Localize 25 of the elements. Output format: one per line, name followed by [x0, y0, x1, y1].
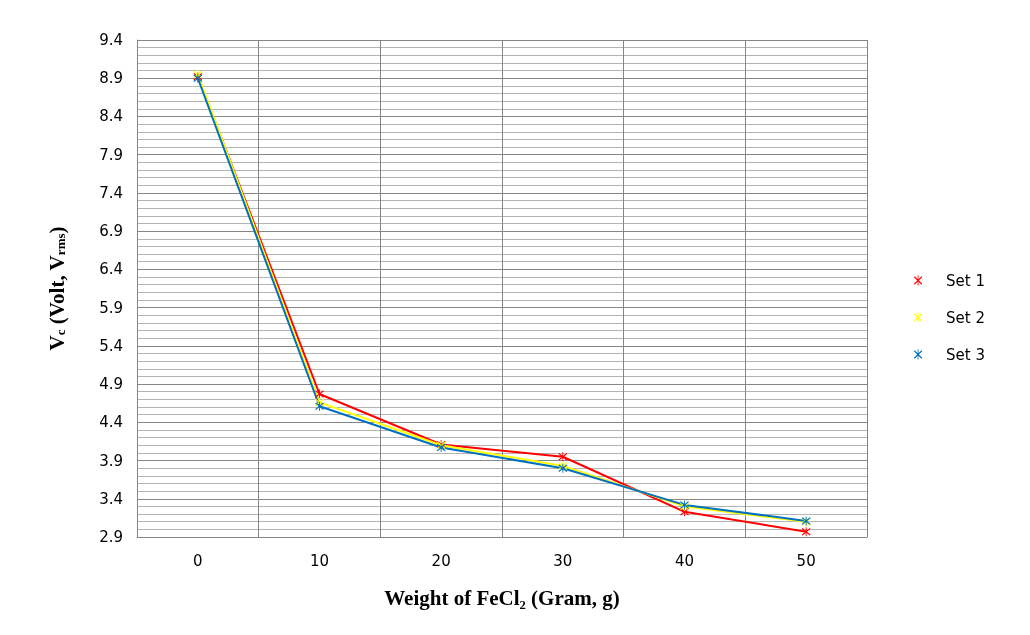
x-tick-label: 20 — [431, 551, 451, 570]
y-tick-label: 8.9 — [99, 69, 123, 88]
y-tick-label: 4.9 — [99, 375, 123, 394]
legend-label: Set 1 — [946, 271, 986, 290]
y-tick-label: 2.9 — [99, 528, 123, 546]
y-tick-label: 7.9 — [99, 145, 123, 164]
y-tick-label: 3.4 — [99, 489, 123, 508]
x-tick-label: 10 — [309, 551, 330, 570]
y-tick-label: 5.4 — [99, 336, 123, 355]
x-tick-label: 30 — [553, 551, 573, 570]
y-tick-label: 7.4 — [99, 183, 123, 202]
y-tick-label: 9.4 — [99, 31, 123, 49]
legend-label: Set 3 — [946, 345, 986, 364]
y-tick-label: 5.9 — [99, 298, 123, 317]
legend-label: Set 2 — [946, 308, 986, 327]
x-tick-label: 0 — [193, 551, 203, 570]
y-tick-label: 6.4 — [99, 260, 123, 279]
y-axis-title: Vc (Volt, Vrms) — [44, 226, 69, 351]
y-tick-label: 6.9 — [99, 222, 123, 241]
x-tick-label: 40 — [674, 551, 695, 570]
y-tick-label: 3.9 — [99, 451, 123, 470]
y-tick-label: 8.4 — [99, 107, 123, 126]
x-tick-label: 50 — [796, 551, 816, 570]
x-axis-title: Weight of FeCl₂ (Gram, g) — [384, 585, 620, 610]
y-tick-label: 4.4 — [99, 413, 123, 432]
